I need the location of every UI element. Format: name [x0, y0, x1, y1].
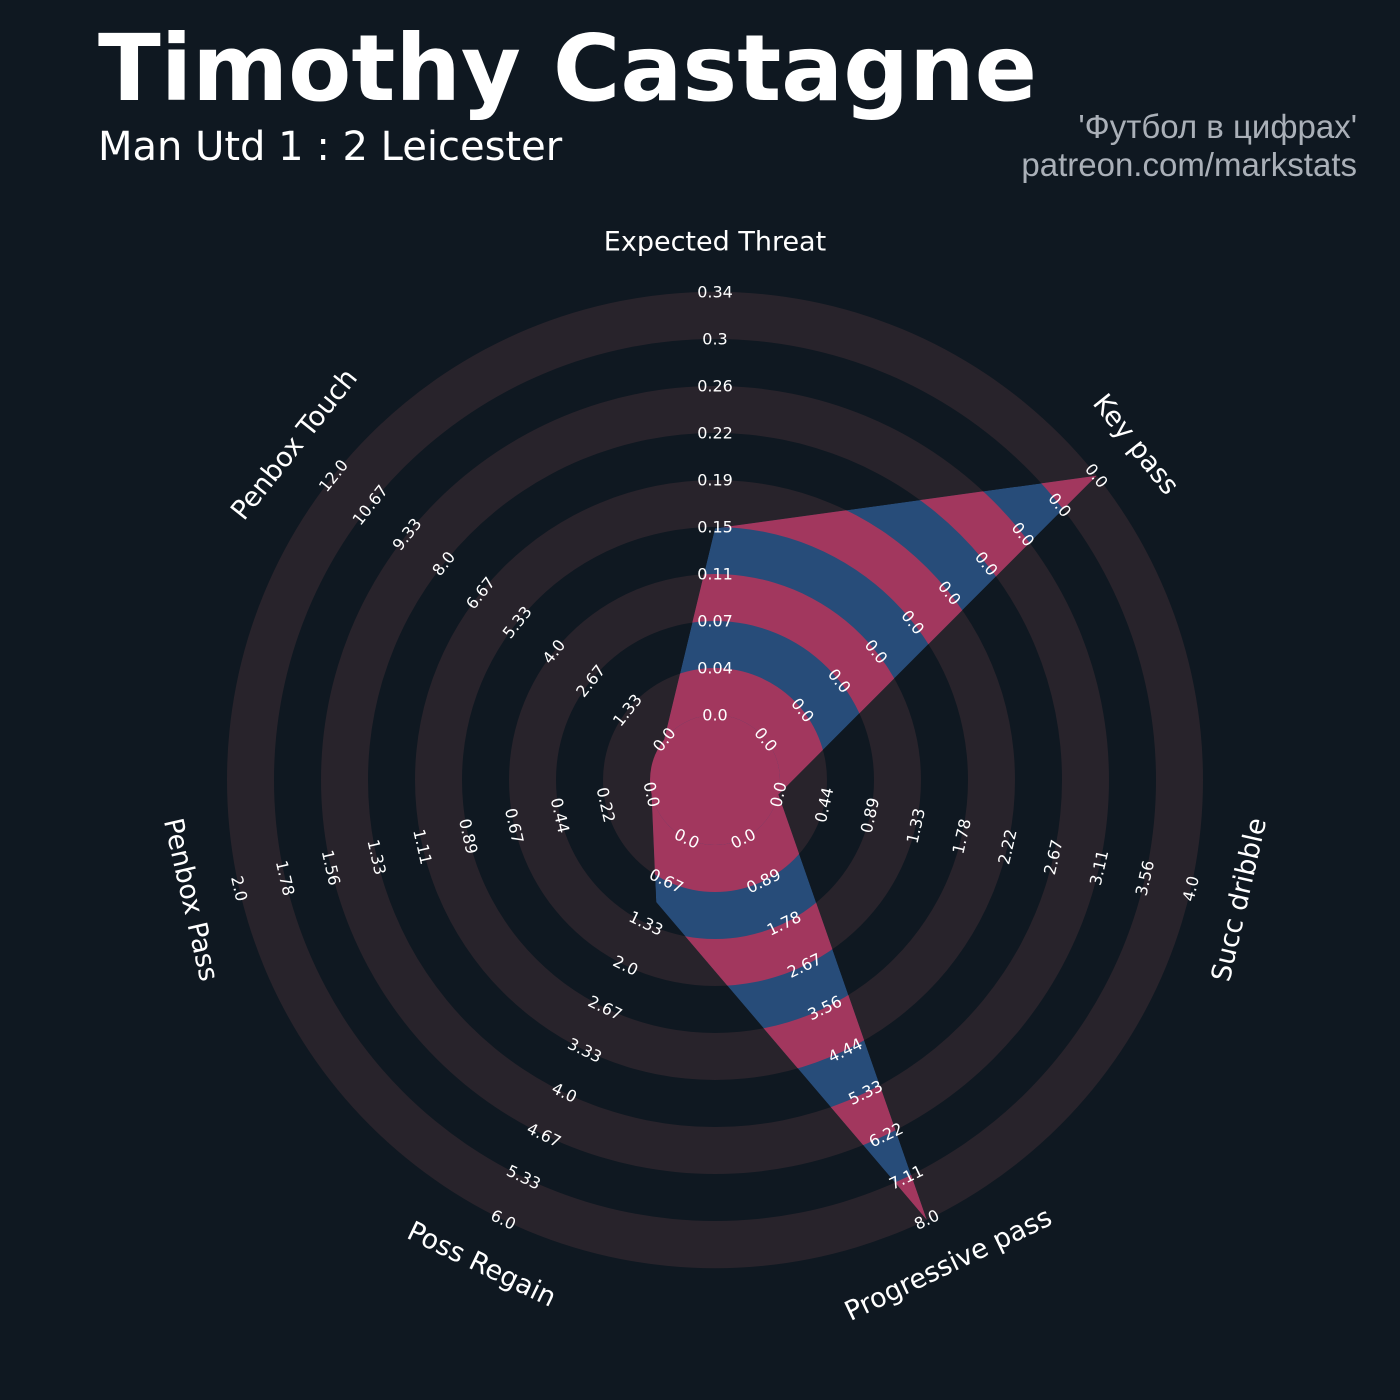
- param-label: Succ dribble: [1206, 815, 1273, 984]
- tick-label: 0.34: [697, 283, 733, 302]
- radar-polygon: [651, 475, 1097, 1220]
- tick-label: 0.15: [697, 518, 733, 537]
- tick-label: 0.3: [702, 330, 727, 349]
- tick-label: 0.07: [697, 612, 733, 631]
- tick-label: 0.04: [697, 659, 733, 678]
- credit-line-1: 'Футбол в цифрах': [1078, 108, 1357, 145]
- chart-title: Timothy Castagne: [98, 15, 1038, 122]
- param-label: Expected Threat: [604, 227, 826, 258]
- chart-subtitle: Man Utd 1 : 2 Leicester: [98, 124, 563, 170]
- tick-label: 0.22: [697, 424, 733, 443]
- radar-center: [650, 715, 780, 845]
- tick-label: 0.11: [697, 565, 733, 584]
- param-label: Penbox Pass: [157, 815, 224, 984]
- tick-label: 0.19: [697, 471, 733, 490]
- credit-line-2: patreon.com/markstats: [1021, 146, 1357, 183]
- tick-label: 0.0: [702, 706, 727, 725]
- tick-label: 0.26: [697, 377, 733, 396]
